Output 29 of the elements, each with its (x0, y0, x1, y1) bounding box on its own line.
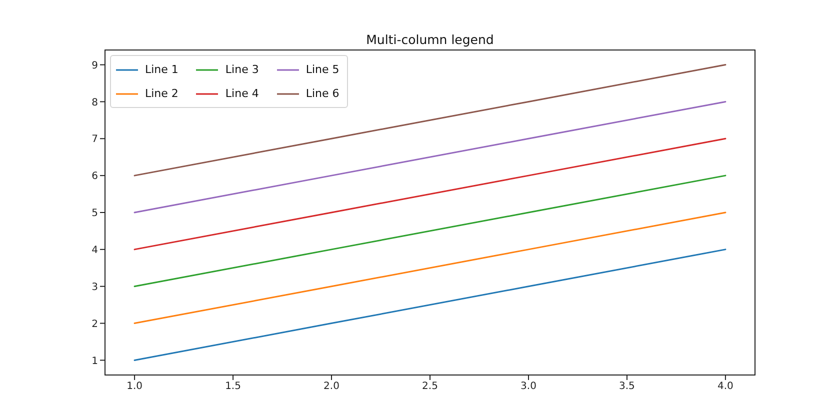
line-series (134, 138, 726, 250)
y-tick-label: 2 (92, 318, 98, 330)
y-tick-label: 5 (92, 208, 98, 220)
legend-label: Line 2 (145, 87, 178, 100)
y-tick-label: 4 (92, 244, 98, 256)
line-series (134, 100, 726, 214)
legend-label: Line 5 (306, 63, 340, 76)
x-tick-label: 1.0 (126, 381, 142, 392)
x-tick-label: 2.0 (324, 381, 340, 392)
legend-label: Line 1 (145, 63, 178, 76)
x-tick-label: 1.5 (225, 381, 241, 392)
y-tick-label: 6 (92, 171, 98, 182)
line-series (134, 174, 726, 288)
x-tick-label: 3.5 (619, 381, 635, 392)
x-tick-label: 3.0 (520, 381, 536, 392)
line-series (134, 212, 726, 324)
y-tick-label: 8 (92, 97, 98, 108)
legend-label: Line 3 (225, 63, 259, 76)
line-series (134, 248, 726, 361)
y-tick-label: 1 (92, 356, 98, 367)
legend-label: Line 6 (306, 87, 340, 100)
y-tick-label: 3 (92, 282, 98, 293)
legend-label: Line 4 (225, 87, 259, 100)
chart-title: Multi-column legend (365, 32, 495, 47)
y-tick-label: 9 (92, 60, 98, 72)
x-tick-label: 2.5 (422, 381, 438, 392)
y-tick-label: 7 (92, 134, 98, 146)
line-series (134, 64, 726, 176)
x-tick-label: 4.0 (718, 381, 734, 392)
